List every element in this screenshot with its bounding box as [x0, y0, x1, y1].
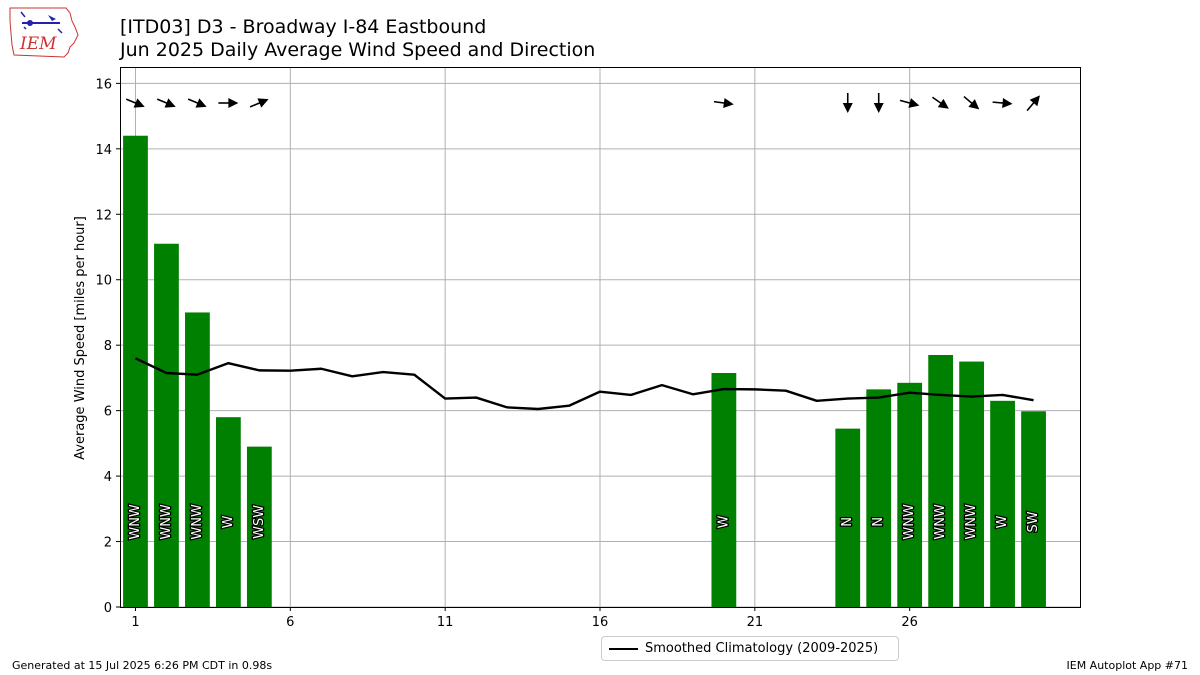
wind-arrow-day-1 — [125, 98, 145, 108]
x-tick-label: 21 — [747, 615, 764, 630]
direction-label-day-25: N — [871, 517, 886, 527]
y-tick-label: 8 — [104, 339, 112, 354]
y-tick-label: 6 — [104, 405, 112, 420]
wind-arrow-day-30 — [1026, 95, 1040, 112]
direction-label-day-1: WNW — [128, 504, 143, 540]
wind-arrow-day-29 — [992, 98, 1013, 108]
y-tick-label: 4 — [104, 470, 112, 485]
arrow-head — [1029, 95, 1040, 107]
y-tick-label: 2 — [104, 536, 112, 551]
direction-label-day-20: W — [716, 515, 731, 528]
footer-generated: Generated at 15 Jul 2025 6:26 PM CDT in … — [12, 659, 273, 672]
y-tick-label: 14 — [95, 143, 112, 158]
direction-label-day-26: WNW — [902, 504, 917, 540]
direction-label-day-30: SW — [1026, 511, 1041, 532]
direction-label-day-29: W — [995, 515, 1010, 528]
bar-day-30 — [1021, 411, 1046, 607]
footer-app: IEM Autoplot App #71 — [1066, 659, 1189, 672]
arrow-head — [723, 98, 734, 108]
chart-subtitle: Jun 2025 Daily Average Wind Speed and Di… — [120, 39, 596, 61]
x-tick-label: 16 — [592, 615, 609, 630]
wind-arrow-day-4 — [218, 98, 239, 108]
wind-arrow-day-25 — [873, 93, 884, 113]
bars — [123, 135, 1046, 607]
legend-label: Smoothed Climatology (2009-2025) — [645, 641, 879, 656]
climatology-line-group — [134, 357, 1034, 411]
legend: Smoothed Climatology (2009-2025) — [601, 636, 899, 661]
y-tick-label: 16 — [95, 77, 112, 92]
x-tick-label: 26 — [901, 615, 918, 630]
bar-day-20 — [711, 373, 737, 607]
logo-text: IEM — [19, 34, 57, 54]
direction-labels: WNW WNW WNW W WSW W N N WNW WNW WNW W SW — [127, 503, 1043, 541]
bar-day-28 — [959, 361, 984, 607]
bar-day-26 — [897, 382, 923, 607]
bar-day-4 — [216, 417, 241, 607]
direction-label-day-3: WNW — [190, 504, 205, 540]
y-axis-label: Average Wind Speed [miles per hour] — [73, 216, 88, 460]
direction-label-day-24: N — [840, 517, 855, 527]
chart-title: [ITD03] D3 - Broadway I-84 Eastbound — [120, 16, 487, 38]
arrow-head — [195, 98, 207, 108]
bar-day-2 — [154, 243, 179, 607]
arrow-head — [228, 98, 239, 108]
wind-arrow-day-20 — [713, 98, 734, 108]
arrow-head — [842, 103, 853, 113]
bar-day-3 — [185, 312, 210, 607]
iowa-map-icon: IEM — [9, 7, 79, 58]
arrow-head — [937, 98, 949, 109]
legend-line-swatch — [609, 648, 638, 650]
arrow-head — [133, 98, 145, 108]
direction-label-day-5: WSW — [252, 505, 267, 539]
arrow-head — [873, 103, 884, 113]
wind-arrow-day-27 — [931, 96, 949, 109]
bar-day-25 — [866, 389, 892, 607]
wind-arrow-day-5 — [249, 98, 269, 108]
direction-label-day-4: W — [221, 515, 236, 528]
arrow-head — [1002, 98, 1013, 108]
y-tick-label: 10 — [95, 274, 112, 289]
direction-arrows — [125, 93, 1040, 113]
arrow-head — [968, 99, 980, 110]
wind-arrow-day-26 — [899, 98, 920, 108]
direction-label-day-2: WNW — [159, 504, 174, 540]
wind-arrow-day-2 — [156, 98, 176, 108]
bar-day-27 — [928, 355, 954, 607]
arrow-head — [908, 98, 920, 108]
arrow-head — [164, 98, 176, 108]
bar-day-1 — [123, 135, 148, 607]
climatology-line — [134, 357, 1034, 411]
bar-day-29 — [990, 400, 1015, 607]
x-tick-label: 6 — [286, 615, 294, 630]
wind-arrow-day-24 — [842, 93, 853, 113]
bar-day-5 — [246, 446, 272, 607]
wind-arrow-day-3 — [187, 98, 207, 108]
arrow-head — [257, 98, 269, 108]
x-tick-label: 1 — [131, 615, 139, 630]
y-tick-label: 0 — [104, 601, 112, 616]
x-tick-label: 11 — [437, 615, 454, 630]
iem-logo: IEM — [8, 5, 80, 59]
wind-arrow-day-28 — [963, 95, 980, 110]
direction-label-day-28: WNW — [964, 504, 979, 540]
direction-label-day-27: WNW — [933, 504, 948, 540]
y-tick-label: 12 — [95, 208, 112, 223]
bar-day-24 — [835, 428, 861, 607]
